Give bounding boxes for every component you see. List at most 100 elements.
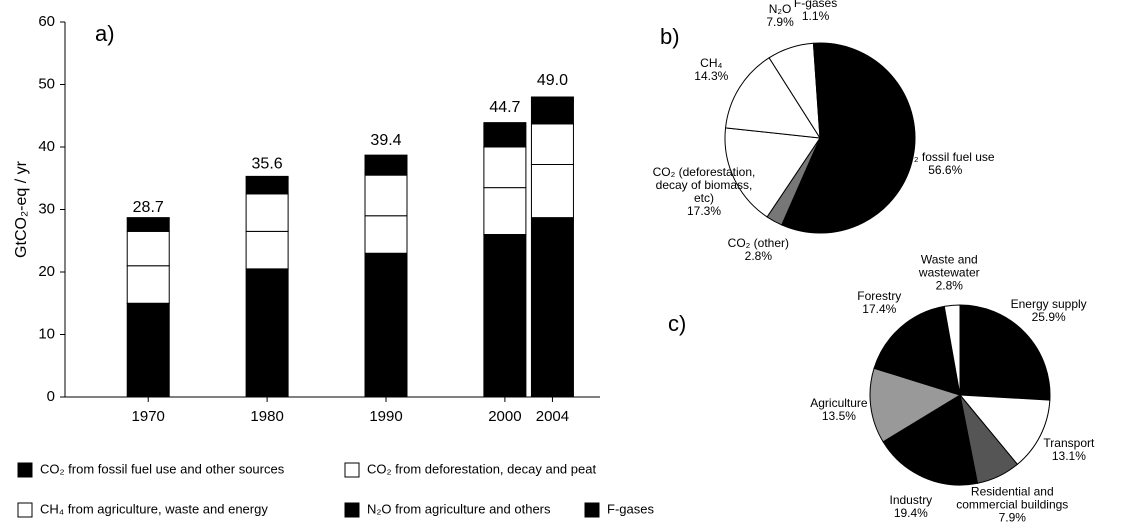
- legend-label: CO₂ from fossil fuel use and other sourc…: [40, 461, 285, 476]
- pie-slice: [873, 305, 961, 396]
- total-label: 39.4: [370, 132, 401, 149]
- bar-segment: [483, 125, 527, 148]
- pie-label-value: 17.3%: [686, 204, 722, 219]
- pie-label: CH₄ 14.3%: [694, 57, 728, 83]
- bar-segment: [530, 96, 574, 102]
- bar-segment: [245, 268, 289, 398]
- legend-swatch: [17, 502, 33, 518]
- x-tick-label: 2004: [536, 408, 569, 425]
- bar-segment: [364, 174, 408, 217]
- x-tick-label: 1990: [369, 408, 402, 425]
- pie-label-name: CH₄: [700, 56, 723, 71]
- pie-label-value: 7.9%: [998, 510, 1026, 525]
- panel-title: c): [668, 311, 686, 336]
- legend-swatch: [17, 462, 33, 478]
- pie-label: Energy supply 25.9%: [1011, 298, 1087, 324]
- pie-slice: [724, 127, 821, 218]
- legend-label: CO₂ from deforestation, decay and peat: [367, 461, 596, 476]
- y-tick-label: 40: [38, 138, 55, 155]
- bar-segment: [364, 252, 408, 398]
- panel-title: b): [660, 24, 680, 49]
- bar-segment: [483, 122, 527, 127]
- pie-label-value: 56.6%: [928, 163, 963, 178]
- x-tick-label: 1980: [250, 408, 283, 425]
- legend-swatch: [344, 462, 360, 478]
- bar-segment: [245, 177, 289, 195]
- pie-label-name: Industry: [889, 492, 933, 507]
- total-label: 49.0: [537, 72, 568, 89]
- bar-segment: [483, 234, 527, 398]
- pie-label: Transport 13.1%: [1043, 437, 1094, 463]
- pie-label: Waste and wastewater 2.8%: [889, 252, 1009, 293]
- pie-label-name: Agriculture: [810, 395, 868, 410]
- bar-segment: [245, 230, 289, 270]
- pie-label-name: F-gases: [793, 0, 838, 11]
- pie-label: Forestry 17.4%: [857, 290, 901, 316]
- legend-swatch: [344, 502, 360, 518]
- pie-label-value: 14.3%: [694, 69, 729, 84]
- y-tick-label: 50: [38, 75, 55, 92]
- bar-segment: [530, 217, 574, 398]
- pie-label-value: 2.8%: [744, 249, 772, 264]
- pie-label: Residential and commercial buildings 7.9%: [952, 484, 1072, 525]
- bar-segment: [530, 164, 574, 219]
- panel-title: a): [95, 21, 115, 46]
- pie-label: CO₂ fossil fuel use 56.6%: [896, 151, 995, 177]
- pie-slice: [724, 57, 821, 139]
- pie-label: F-gases 1.1%: [794, 0, 837, 23]
- bar-segment: [245, 175, 289, 179]
- pie-slice: [882, 394, 979, 486]
- legend-label: N₂O from agriculture and others: [367, 501, 551, 516]
- pie-label-value: 25.9%: [1031, 310, 1066, 325]
- bar-segment: [483, 187, 527, 235]
- bar-segment: [364, 154, 408, 159]
- pie-slice: [781, 42, 916, 234]
- bar-segment: [364, 215, 408, 254]
- y-tick-label: 20: [38, 263, 55, 280]
- bar-segment: [126, 218, 170, 232]
- pie-label-value: 17.4%: [862, 302, 897, 317]
- total-label: 44.7: [489, 99, 520, 116]
- pie-label-name: Forestry: [857, 289, 902, 304]
- y-tick-label: 10: [38, 325, 55, 342]
- pie-label-name: CO₂ (other): [727, 236, 789, 251]
- pie-label: N₂O 7.9%: [766, 3, 793, 29]
- pie-label-name: Waste and wastewater: [918, 252, 980, 280]
- pie-label-value: 2.8%: [935, 278, 963, 293]
- pie-label-name: Residential and commercial buildings: [956, 484, 1069, 512]
- pie-label-value: 7.9%: [766, 15, 794, 30]
- pie-label-value: 13.1%: [1051, 449, 1086, 464]
- pie-label-name: Energy supply: [1010, 297, 1087, 312]
- pie-slice: [958, 394, 1051, 466]
- legend-swatch: [584, 502, 600, 518]
- y-tick-label: 0: [47, 388, 55, 405]
- bar-segment: [245, 193, 289, 232]
- pie-label-name: N₂O: [768, 2, 792, 17]
- pie-label: Agriculture 13.5%: [810, 395, 868, 423]
- bar-segment: [364, 157, 408, 176]
- pie-label-value: 19.4%: [893, 505, 928, 520]
- pie-label-value: 1.1%: [801, 9, 830, 24]
- pie-slice: [869, 367, 962, 443]
- pie-label: CO₂ (other) 2.8%: [728, 237, 789, 263]
- x-tick-label: 2000: [488, 408, 521, 425]
- total-label: 28.7: [133, 199, 164, 216]
- pie-label-name: CO₂ fossil fuel use: [895, 150, 995, 165]
- bar-segment: [126, 217, 170, 220]
- y-tick-label: 30: [38, 200, 55, 217]
- pie-label-value: 13.5%: [821, 408, 856, 423]
- legend-label: CH₄ from agriculture, waste and energy: [40, 501, 268, 516]
- bar-segment: [483, 146, 527, 189]
- bar-segment: [530, 100, 574, 125]
- pie-slice: [943, 304, 961, 396]
- pie-label-name: Transport: [1043, 436, 1095, 451]
- pie-label-name: CO₂ (deforestation, decay of biomass, et…: [652, 165, 756, 206]
- pie-slice: [959, 304, 1051, 401]
- x-tick-label: 1970: [132, 408, 165, 425]
- y-axis-label: GtCO₂-eq / yr: [13, 160, 30, 258]
- pie-label: CO₂ (deforestation, decay of biomass, et…: [644, 166, 764, 218]
- y-tick-label: 60: [38, 13, 55, 30]
- total-label: 35.6: [252, 156, 283, 173]
